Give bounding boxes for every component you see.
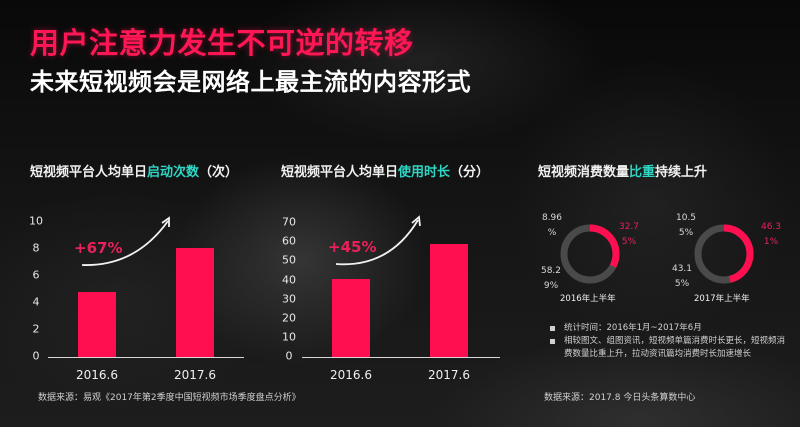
donut-year-label: 2017年上半年 bbox=[694, 294, 750, 304]
note-item: 相较图文、组图资讯，短视频单篇消费时长更长，短视频消费数量比重上升，拉动资讯篇均… bbox=[548, 335, 788, 361]
y-tick: 40 bbox=[282, 273, 296, 287]
y-tick: 0 bbox=[32, 349, 40, 363]
page-subtitle: 未来短视频会是网络上最主流的内容形式 bbox=[30, 68, 471, 96]
slice-label-pink: 46.3 1% bbox=[760, 222, 782, 247]
bar-2017 bbox=[430, 244, 468, 357]
bar-2016 bbox=[332, 279, 370, 357]
donut-year-label: 2016年上半年 bbox=[560, 294, 616, 304]
slice-label-dark: 43.1 5% bbox=[671, 264, 693, 289]
slice-label-light: 10.5 5% bbox=[675, 213, 697, 238]
chart-title-highlight: 比重 bbox=[629, 165, 656, 180]
bullet-icon bbox=[550, 326, 555, 331]
chart-title: 短视频消费数量比重持续上升 bbox=[538, 165, 708, 180]
chart-title-highlight: 使用时长 bbox=[398, 165, 451, 180]
note-item: 统计时间：2016年1月~2017年6月 bbox=[548, 322, 788, 335]
y-tick: 20 bbox=[282, 311, 296, 325]
y-tick: 70 bbox=[282, 215, 296, 229]
donut-2016 bbox=[560, 224, 620, 284]
x-label: 2016.6 bbox=[76, 368, 118, 382]
growth-arrow-icon bbox=[335, 215, 421, 266]
page-title: 用户注意力发生不可逆的转移 bbox=[30, 26, 414, 60]
y-tick: 8 bbox=[32, 241, 40, 255]
notes-list: 统计时间：2016年1月~2017年6月 相较图文、组图资讯，短视频单篇消费时长… bbox=[548, 322, 788, 361]
bar-2016 bbox=[78, 292, 116, 357]
y-tick: 10 bbox=[29, 214, 43, 228]
y-tick: 60 bbox=[282, 234, 296, 248]
y-tick: 4 bbox=[32, 295, 40, 309]
slice-label-light: 8.96 % bbox=[541, 213, 563, 238]
y-tick: 0 bbox=[285, 349, 293, 363]
y-tick: 50 bbox=[282, 253, 296, 267]
bar-2017 bbox=[176, 248, 214, 357]
chart-title-highlight: 启动次数 bbox=[147, 165, 200, 180]
x-label: 2017.6 bbox=[428, 368, 470, 382]
y-tick: 6 bbox=[32, 268, 40, 282]
y-tick: 10 bbox=[282, 330, 296, 344]
growth-arrow-icon bbox=[81, 216, 170, 266]
x-axis bbox=[48, 357, 244, 358]
data-source: 数据来源：2017.8 今日头条算数中心 bbox=[544, 393, 696, 403]
y-tick: 2 bbox=[32, 322, 40, 336]
chart-title: 短视频平台人均单日启动次数（次） bbox=[30, 165, 239, 180]
slice-label-pink: 32.7 5% bbox=[618, 222, 640, 247]
x-axis bbox=[302, 357, 500, 358]
x-label: 2017.6 bbox=[174, 368, 216, 382]
chart-title: 短视频平台人均单日使用时长（分） bbox=[281, 165, 490, 180]
growth-annotation: +45% bbox=[328, 238, 377, 256]
x-label: 2016.6 bbox=[330, 368, 372, 382]
growth-annotation: +67% bbox=[74, 239, 123, 257]
data-source: 数据来源：易观《2017年第2季度中国短视频市场季度盘点分析》 bbox=[38, 393, 301, 403]
y-tick: 30 bbox=[282, 292, 296, 306]
donut-2017 bbox=[694, 224, 754, 284]
slice-label-dark: 58.2 9% bbox=[540, 266, 562, 291]
bullet-icon bbox=[550, 339, 555, 344]
